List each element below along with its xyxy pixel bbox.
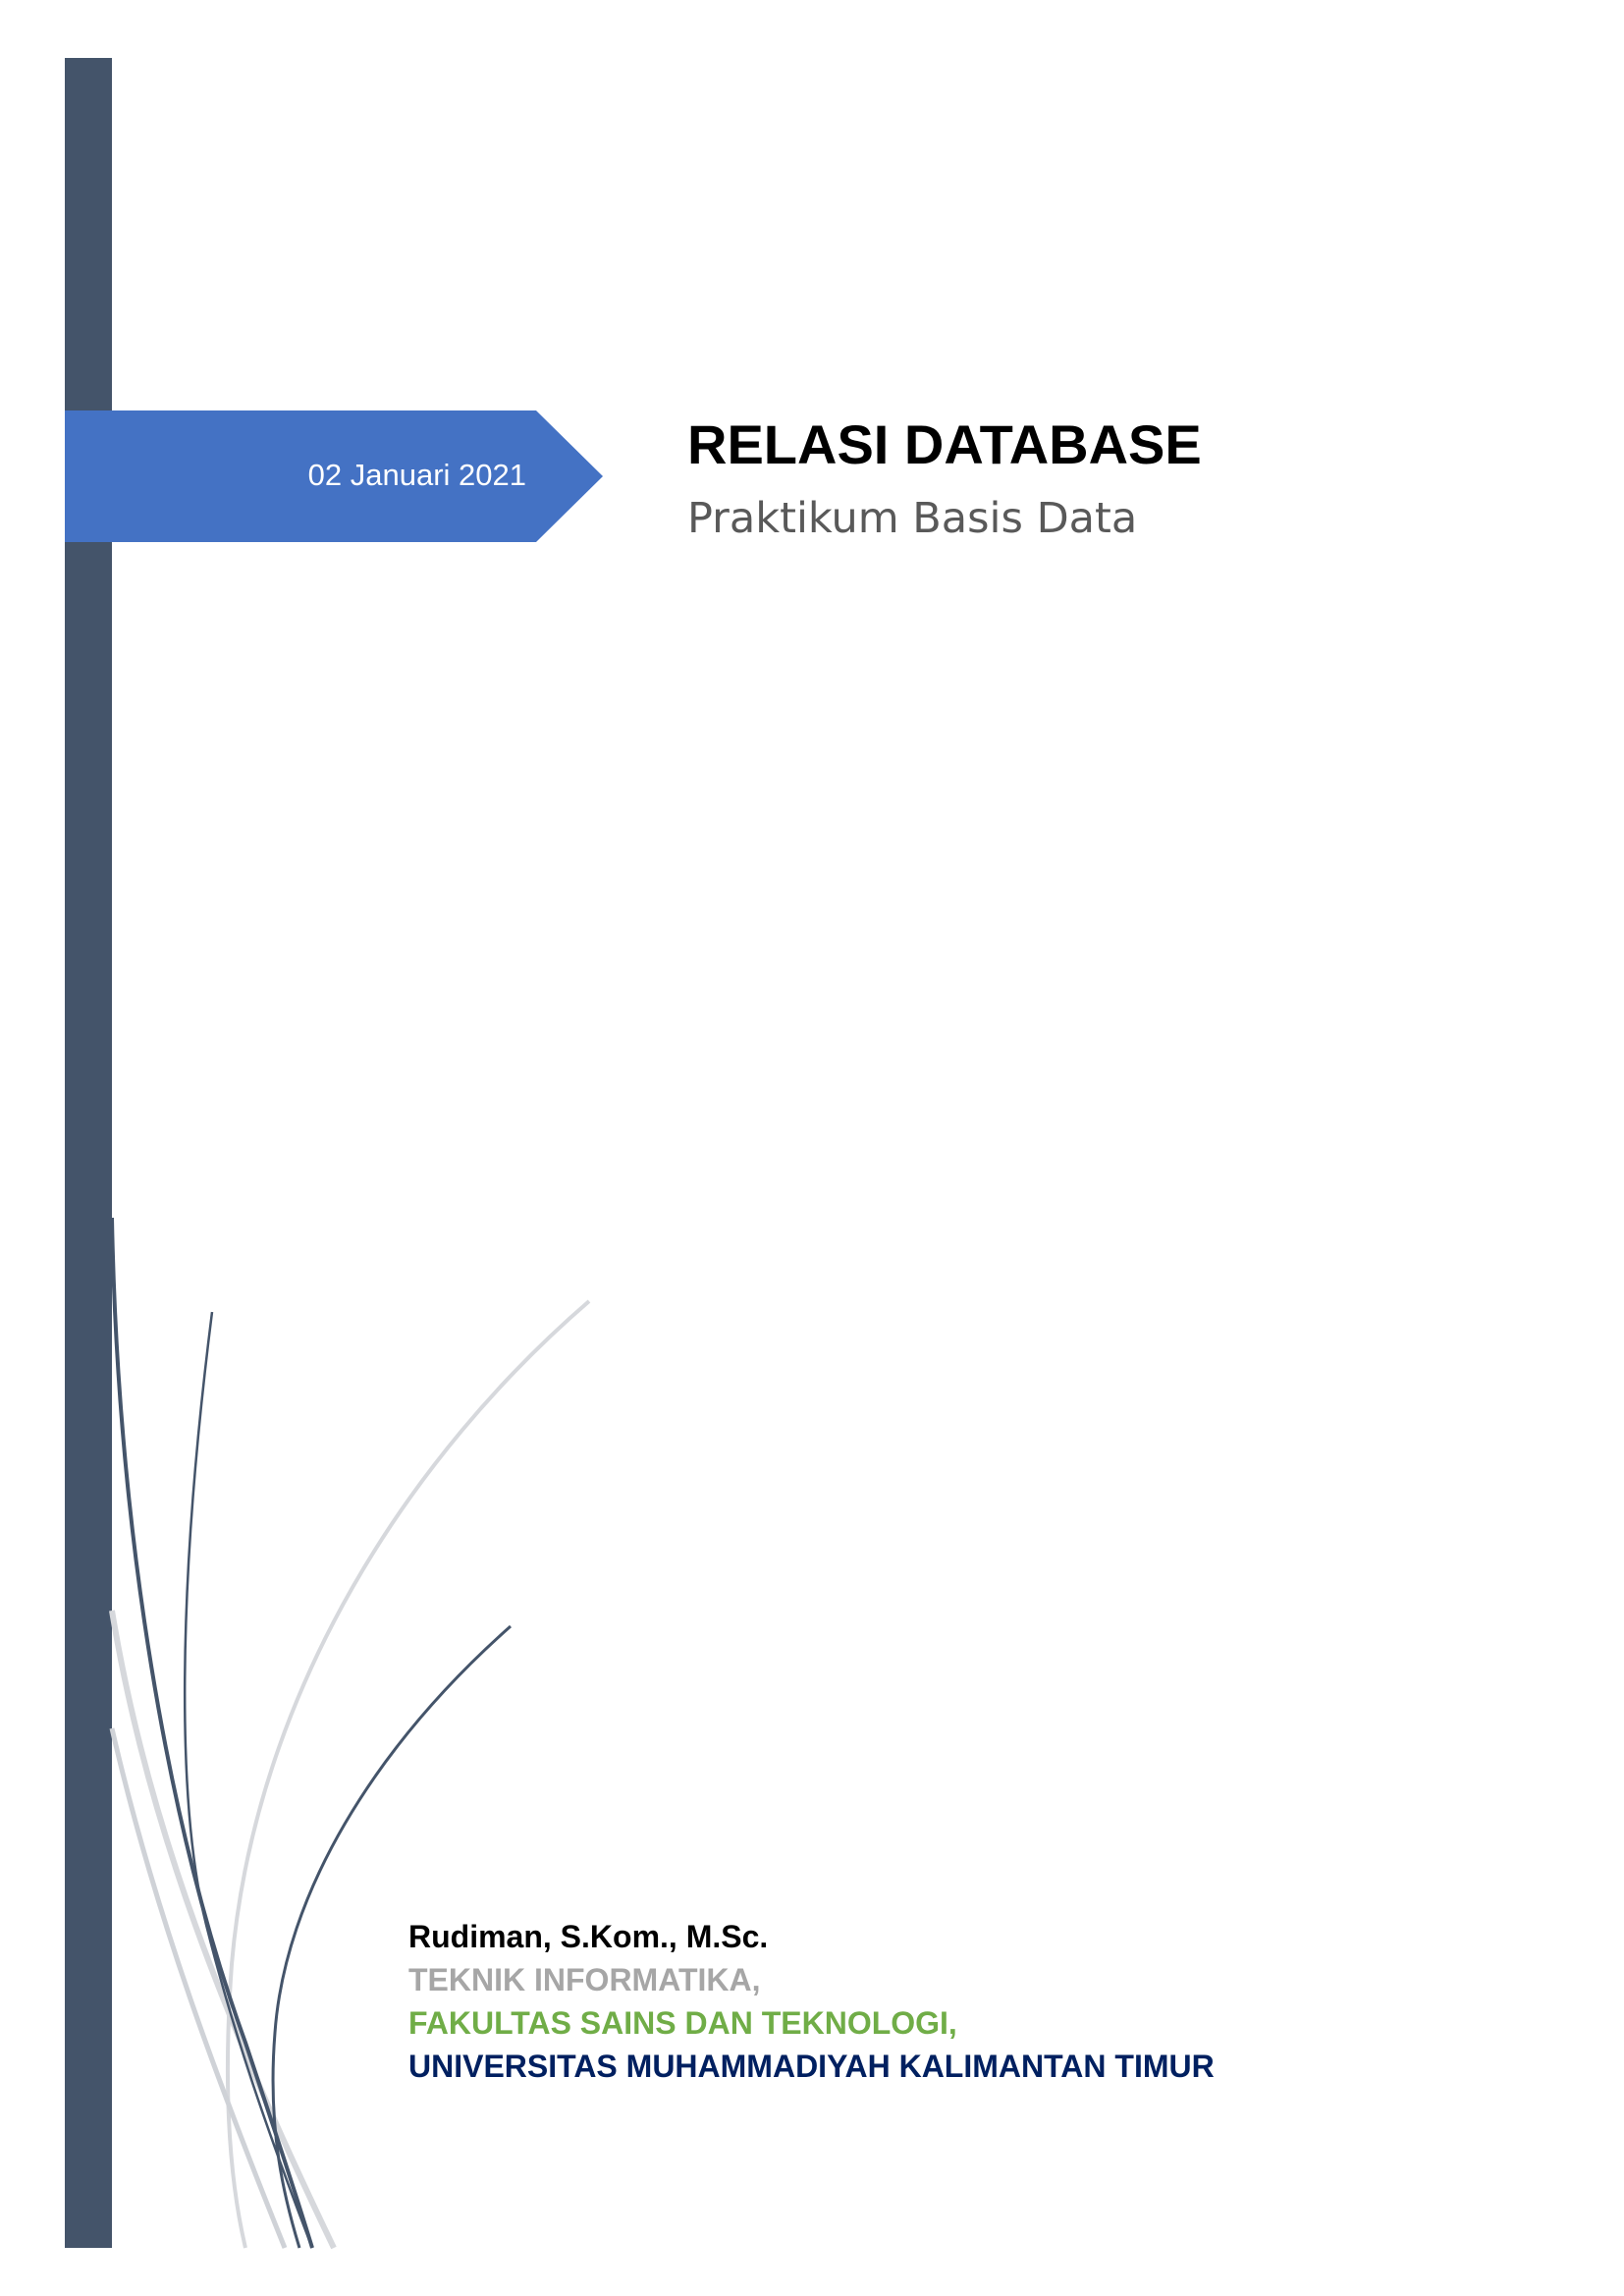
date-banner-shape	[65, 410, 603, 542]
gray-curve	[109, 1610, 337, 2250]
document-subtitle: Praktikum Basis Data	[687, 494, 1138, 543]
title-block: RELASI DATABASE Praktikum Basis Data	[687, 410, 1571, 546]
navy-curve	[110, 1217, 314, 2249]
side-bar	[65, 58, 112, 2248]
university-name: UNIVERSITAS MUHAMMADIYAH KALIMANTAN TIMU…	[408, 2049, 1215, 2084]
department-name: TEKNIK INFORMATIKA,	[408, 1962, 761, 1997]
author-block: Rudiman, S.Kom., M.Sc. TEKNIK INFORMATIK…	[408, 1915, 1587, 2088]
gray-curve	[225, 1299, 591, 2249]
navy-curve	[183, 1311, 314, 2249]
gray-curve	[109, 1727, 288, 2249]
document-title: RELASI DATABASE	[687, 413, 1202, 475]
faculty-name: FAKULTAS SAINS DAN TEKNOLOGI,	[408, 2005, 957, 2041]
date-banner: 02 Januari 2021	[65, 410, 603, 542]
document-date: 02 Januari 2021	[307, 458, 526, 492]
author-name: Rudiman, S.Kom., M.Sc.	[408, 1919, 769, 1954]
